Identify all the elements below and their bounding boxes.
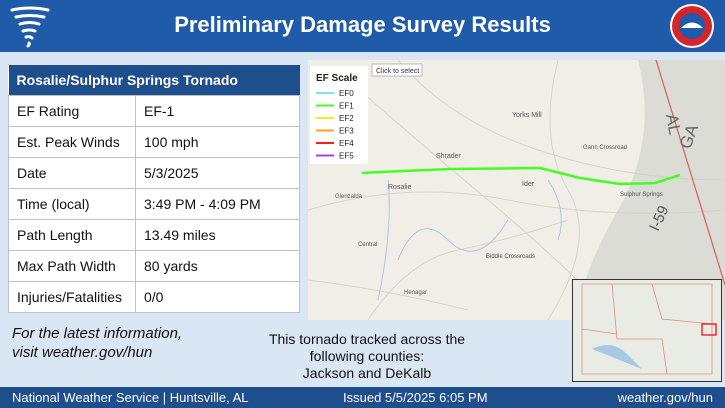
counties-line: Jackson and DeKalb: [302, 365, 432, 381]
row-value: 3:49 PM - 4:09 PM: [135, 188, 300, 220]
map-label: Biddle Crossroads: [486, 254, 535, 260]
page-title: Preliminary Damage Survey Results: [174, 12, 551, 37]
table-row: Est. Peak Winds 100 mph: [8, 126, 300, 158]
map-label: Ider: [522, 181, 535, 188]
info-text: For the latest information, visit weathe…: [12, 324, 182, 362]
tooltip: Click to select: [376, 68, 419, 75]
info-line: For the latest information,: [12, 325, 183, 342]
table-row: Path Length 13.49 miles: [8, 219, 300, 251]
state-line: [655, 60, 725, 286]
map-label: AL: [662, 112, 684, 136]
tornado-icon: [10, 6, 50, 48]
map-label: Glenzalda: [335, 194, 363, 200]
summary-table: Rosalie/Sulphur Springs Tornado EF Ratin…: [8, 65, 300, 313]
tornado-track: [361, 166, 681, 186]
footer-center: Issued 5/5/2025 6:05 PM: [343, 390, 488, 405]
legend-label: EF0: [339, 89, 354, 98]
row-label: Injuries/Fatalities: [8, 281, 136, 313]
legend-title: EF Scale: [316, 73, 358, 84]
legend-box: [310, 66, 368, 164]
row-label: Max Path Width: [8, 250, 136, 282]
nws-logo: [670, 4, 714, 48]
row-label: Path Length: [8, 219, 136, 251]
row-label: Date: [8, 157, 136, 189]
footer-left: National Weather Service | Huntsville, A…: [12, 390, 249, 405]
map-label: Shrader: [436, 153, 462, 160]
map-label: Yorks Mill: [512, 112, 542, 119]
map-label: Sulphur Springs: [620, 192, 663, 198]
inset-locator: [701, 323, 717, 336]
row-value: 13.49 miles: [135, 219, 300, 251]
map-label: Rosalie: [388, 184, 411, 191]
row-value: EF-1: [135, 95, 300, 127]
streams: [377, 179, 562, 301]
legend-label: EF2: [339, 114, 354, 123]
row-value: 100 mph: [135, 126, 300, 158]
map[interactable]: EF Scale Click to select EF0 EF1 EF2 EF3 EF4…: [308, 60, 725, 320]
map-label: Henagar: [404, 290, 427, 296]
legend-label: EF1: [339, 102, 354, 111]
table-title: Rosalie/Sulphur Springs Tornado: [8, 65, 300, 96]
table-row: Date 5/3/2025: [8, 157, 300, 189]
counties-line: following counties:: [309, 348, 425, 364]
inset-map: [572, 279, 722, 382]
inset-boundaries: [581, 283, 713, 375]
table-row: EF Rating EF-1: [8, 95, 300, 127]
row-label: Time (local): [8, 188, 136, 220]
info-line: visit weather.gov/hun: [12, 344, 153, 361]
table-row: Time (local) 3:49 PM - 4:09 PM: [8, 188, 300, 220]
row-value: 80 yards: [135, 250, 300, 282]
table-row: Max Path Width 80 yards: [8, 250, 300, 282]
row-value: 5/3/2025: [135, 157, 300, 189]
tooltip-box: [371, 63, 423, 77]
row-label: Est. Peak Winds: [8, 126, 136, 158]
row-label: EF Rating: [8, 95, 136, 127]
inset-bg: [572, 279, 722, 382]
inset-water: [592, 345, 642, 369]
row-value: 0/0: [135, 281, 300, 313]
counties-text: This tornado tracked across the followin…: [262, 331, 472, 382]
header-bar: [0, 0, 725, 52]
legend-label: EF5: [339, 152, 354, 161]
ridge: [578, 60, 725, 320]
map-label: Gann Crossroad: [583, 145, 627, 151]
table-row: Injuries/Fatalities 0/0: [8, 281, 300, 313]
map-label: Central: [358, 242, 377, 248]
footer: National Weather Service | Huntsville, A…: [0, 387, 725, 408]
legend-label: EF4: [339, 139, 354, 148]
legend-label: EF3: [339, 127, 354, 136]
footer-right: weather.gov/hun: [617, 390, 713, 405]
counties-line: This tornado tracked across the: [268, 331, 466, 347]
